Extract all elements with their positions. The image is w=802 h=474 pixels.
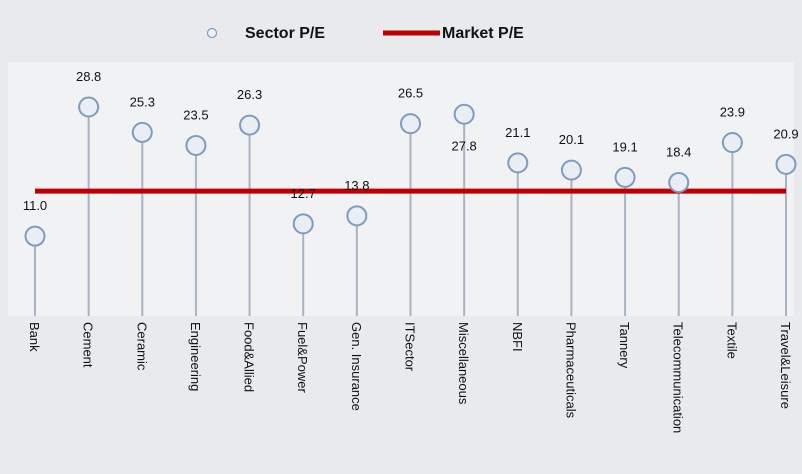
- data-label: 27.8: [451, 138, 476, 153]
- x-tick-label: Travel&Leisure: [778, 322, 793, 409]
- marker: [453, 103, 475, 125]
- marker: [24, 225, 46, 247]
- marker: [668, 171, 690, 193]
- x-tick-label: Tannery: [617, 322, 632, 369]
- x-tick-label: ITSector: [403, 322, 418, 372]
- x-tick-label: Textile: [724, 322, 739, 359]
- x-tick-label: Gen. Insurance: [349, 322, 364, 411]
- x-tick-label: Cement: [81, 322, 96, 368]
- marker: [131, 121, 153, 143]
- data-label: 25.3: [130, 94, 155, 109]
- data-label: 11.0: [23, 198, 47, 213]
- marker: [400, 113, 421, 135]
- marker: [775, 153, 797, 175]
- x-tick-label: Bank: [27, 322, 42, 352]
- data-label: 19.1: [612, 139, 637, 154]
- x-tick-label: Food&Allied: [242, 322, 257, 392]
- data-label: 21.1: [505, 125, 530, 140]
- marker: [614, 166, 636, 188]
- x-tick-label: Pharmaceuticals: [563, 322, 578, 419]
- x-tick-label: Miscellaneous: [456, 322, 471, 405]
- legend-label: Sector P/E: [245, 25, 325, 42]
- marker: [292, 213, 314, 235]
- data-label: 26.5: [398, 86, 423, 101]
- marker: [78, 96, 100, 118]
- marker: [507, 152, 529, 174]
- data-label: 23.9: [720, 105, 745, 120]
- x-tick-label: Ceramic: [134, 322, 149, 371]
- marker: [346, 205, 368, 227]
- x-tick-label: NBFI: [510, 322, 525, 352]
- data-label: 28.8: [76, 69, 101, 84]
- marker: [721, 132, 743, 154]
- data-label: 18.4: [666, 144, 691, 159]
- data-label: 23.5: [183, 107, 208, 122]
- legend-label: Market P/E: [442, 25, 524, 42]
- x-tick-label: Fuel&Power: [295, 322, 310, 393]
- marker: [185, 134, 207, 156]
- legend-marker: [206, 27, 218, 39]
- data-label: 20.1: [559, 132, 584, 147]
- data-label: 12.7: [291, 186, 316, 201]
- marker: [560, 159, 582, 181]
- x-tick-label: Telecommunication: [671, 322, 686, 433]
- x-tick-label: Engineering: [188, 322, 203, 391]
- data-label: 13.8: [344, 178, 369, 193]
- data-label: 20.9: [773, 126, 798, 141]
- marker: [239, 114, 261, 136]
- data-label: 26.3: [237, 87, 262, 102]
